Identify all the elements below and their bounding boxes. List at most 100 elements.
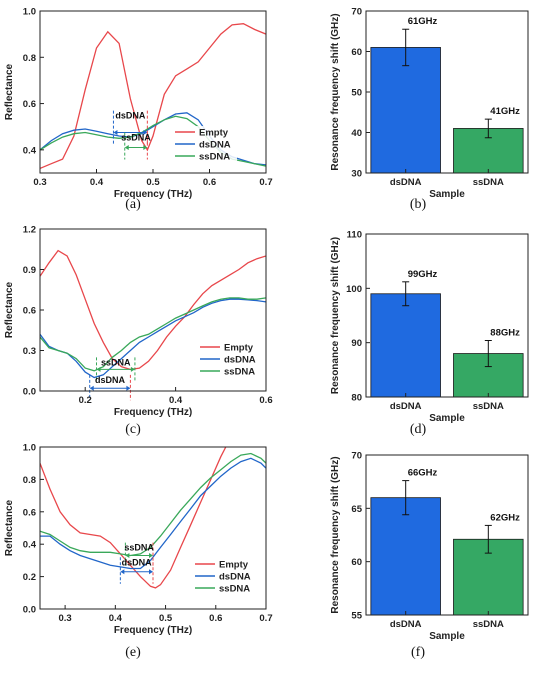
panel-b: (b) 61GHz dsDNA 41GHz ssDNA 30 40 50 60 70 Sample R… [330,7,529,212]
y-tick-label: 55 [351,611,362,622]
panel-label-c: (c) [125,422,141,437]
bar-value-label: 61GHz [408,16,438,27]
y-tick-label: 1.0 [23,7,36,18]
x-axis-label: Sample [429,413,465,424]
y-tick-label: 70 [351,451,362,462]
x-axis-label: Sample [429,189,465,200]
bar-value-label: 66GHz [408,468,438,479]
x-tick-label: dsDNA [390,177,422,188]
marker-label: dsDNA [122,557,153,567]
legend-entry-dsdna: dsDNA [224,355,256,366]
series-line-empty [40,23,266,170]
plot-frame [365,454,529,616]
x-tick-label: 0.2 [79,395,92,406]
y-axis-label: Reflectance [4,499,15,556]
y-tick-label: 110 [347,230,362,241]
y-tick-label: 0.6 [23,507,36,518]
plot-frame [39,446,267,610]
y-axis-label: Reflectance [4,63,15,120]
y-tick-label: 100 [346,284,362,295]
marker-label: ssDNA [121,133,151,143]
marker-label: dsDNA [95,375,126,385]
bar-value-label: 99GHz [408,269,438,280]
panel-label-b: (b) [410,197,427,212]
marker-arrowhead-left [89,385,94,391]
marker-arrowhead-left [124,145,129,151]
y-axis-label: Resonance frequency shift (GHz) [330,13,341,170]
x-tick-label: 0.4 [90,177,104,188]
panel-d: (d) 99GHz dsDNA 88GHz ssDNA 80 90 100 110 Sample R… [330,230,529,437]
legend-entry-dsdna: dsDNA [219,572,251,583]
panel-label-e: (e) [125,645,141,660]
legend-entry-ssdna: ssDNA [224,367,255,378]
y-tick-label: 0.6 [23,99,36,110]
y-tick-label: 30 [351,169,362,180]
marker-arrowhead-left [120,569,125,575]
x-tick-label: 0.6 [259,395,272,406]
y-tick-label: 80 [351,393,362,404]
x-tick-label: 0.4 [109,613,123,624]
y-tick-label: 90 [351,338,362,349]
legend-entry-empty: Empty [199,128,229,139]
panel-label-a: (a) [125,197,141,212]
y-tick-label: 0.8 [23,53,36,64]
x-tick-label: 0.6 [203,177,216,188]
bar-dsdna [370,293,441,398]
marker-arrowhead-right [126,385,131,391]
marker-arrowhead-right [149,569,153,575]
marker-label: dsDNA [115,111,146,121]
bar-dsdna [370,47,441,174]
y-axis-label: Reflectance [4,281,15,338]
marker-label: ssDNA [101,357,131,367]
marker-arrowhead-left [96,366,101,372]
marker-arrowhead-left [113,130,118,135]
y-tick-label: 50 [351,88,362,99]
marker-arrowhead-right [143,130,148,135]
x-axis-label: Frequency (THz) [114,189,192,200]
y-tick-label: 60 [351,47,362,58]
legend-entry-empty: Empty [219,560,249,571]
x-axis-label: Frequency (THz) [114,407,192,418]
bar-value-label: 62GHz [490,512,520,523]
x-axis-label: Frequency (THz) [114,625,192,636]
series-line-dsdna [40,457,266,570]
y-axis-label: Resonance frequency shift (GHz) [330,456,341,613]
y-tick-label: 60 [351,557,362,568]
y-tick-label: 70 [351,7,362,18]
x-tick-label: 0.4 [169,395,183,406]
x-tick-label: 0.6 [209,613,222,624]
series-line-ssdna [40,297,266,372]
panel-label-f: (f) [411,645,425,660]
plot-frame [365,233,529,398]
bar-value-label: 41GHz [490,106,520,117]
series-line-empty [40,249,266,371]
series-line-empty [40,447,227,589]
marker-label: ssDNA [124,543,154,553]
x-axis-label: Sample [429,631,465,642]
y-tick-label: 0.9 [23,265,36,276]
series-line-ssdna [40,452,266,557]
marker-arrowhead-left [125,553,130,559]
series-line-dsdna [40,298,266,379]
x-tick-label: dsDNA [390,619,422,630]
x-tick-label: ssDNA [473,401,504,412]
x-tick-label: ssDNA [473,177,504,188]
x-tick-label: 0.5 [146,177,160,188]
x-tick-label: 0.7 [259,613,272,624]
x-tick-label: 0.3 [59,613,72,624]
x-tick-label: 0.7 [259,177,272,188]
y-tick-label: 1.2 [23,225,36,236]
legend-entry-empty: Empty [224,343,254,354]
y-tick-label: 0.6 [23,306,36,317]
y-axis-label: Resonance frequency shift (GHz) [330,237,341,394]
marker-arrowhead-right [149,553,153,559]
bar-value-label: 88GHz [490,327,520,338]
marker-arrowhead-right [143,145,148,151]
y-tick-label: 0.2 [23,572,36,583]
